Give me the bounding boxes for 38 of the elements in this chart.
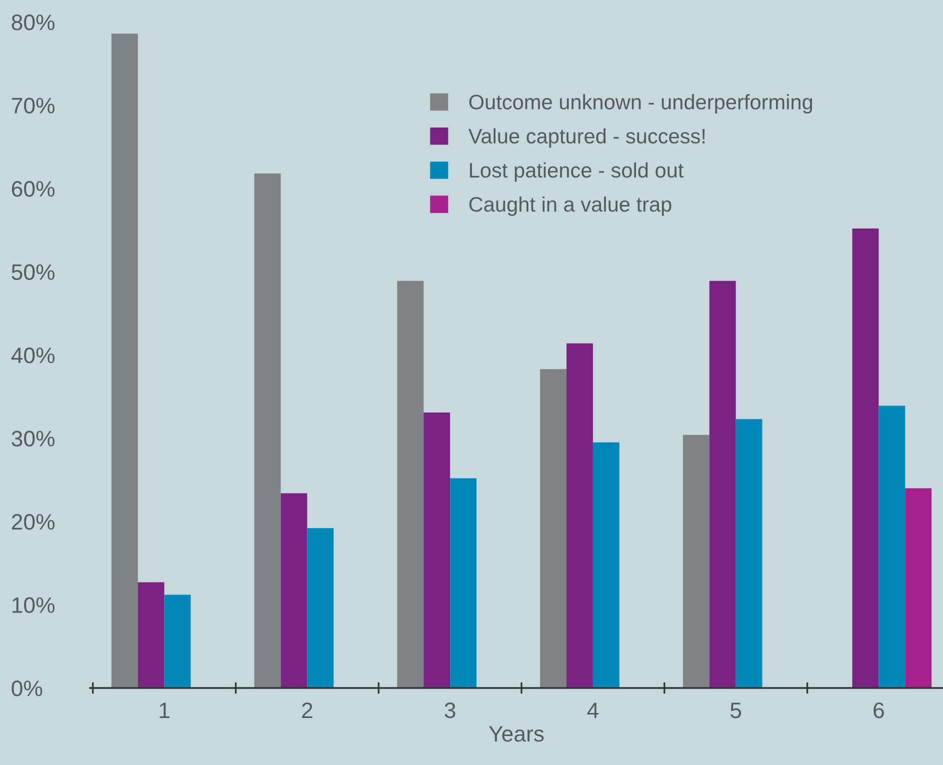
bar bbox=[397, 280, 424, 688]
x-tick-label: 6 bbox=[874, 702, 884, 718]
x-tick-label: 2 bbox=[302, 702, 312, 718]
bar bbox=[566, 343, 593, 688]
bar bbox=[164, 594, 191, 688]
legend-label: Caught in a value trap bbox=[469, 196, 672, 216]
bar bbox=[307, 528, 334, 688]
y-tick-label: 20% bbox=[12, 514, 55, 530]
bar bbox=[138, 582, 164, 688]
bar bbox=[540, 369, 567, 688]
y-tick-label: 80% bbox=[12, 14, 55, 30]
y-tick-label: 50% bbox=[12, 264, 55, 280]
x-axis-title: Years bbox=[488, 726, 544, 742]
legend-label: Lost patience - sold out bbox=[470, 162, 684, 182]
bar bbox=[424, 412, 450, 688]
bar bbox=[878, 406, 906, 688]
y-tick-label: 0% bbox=[12, 680, 42, 696]
x-tick-label: 1 bbox=[160, 702, 170, 718]
bar bbox=[736, 419, 762, 688]
y-tick-label: 70% bbox=[12, 98, 55, 114]
legend-label: Outcome unknown - underperforming bbox=[469, 94, 812, 114]
y-tick-label: 10% bbox=[12, 597, 55, 614]
bar bbox=[592, 442, 620, 688]
x-tick-label: 4 bbox=[587, 702, 598, 718]
legend-label: Value captured - success! bbox=[468, 128, 705, 148]
y-tick-label: 60% bbox=[12, 181, 55, 197]
x-tick-label: 3 bbox=[444, 702, 456, 718]
y-tick-label: 40% bbox=[11, 348, 55, 364]
bar bbox=[111, 34, 138, 688]
bar bbox=[852, 228, 879, 688]
bar bbox=[254, 174, 281, 688]
y-tick-label: 30% bbox=[12, 430, 55, 447]
bar bbox=[280, 493, 308, 688]
bar bbox=[450, 478, 476, 688]
x-tick-label: 5 bbox=[730, 702, 742, 718]
bar bbox=[709, 280, 736, 688]
bar bbox=[682, 434, 710, 688]
bar bbox=[905, 488, 932, 688]
